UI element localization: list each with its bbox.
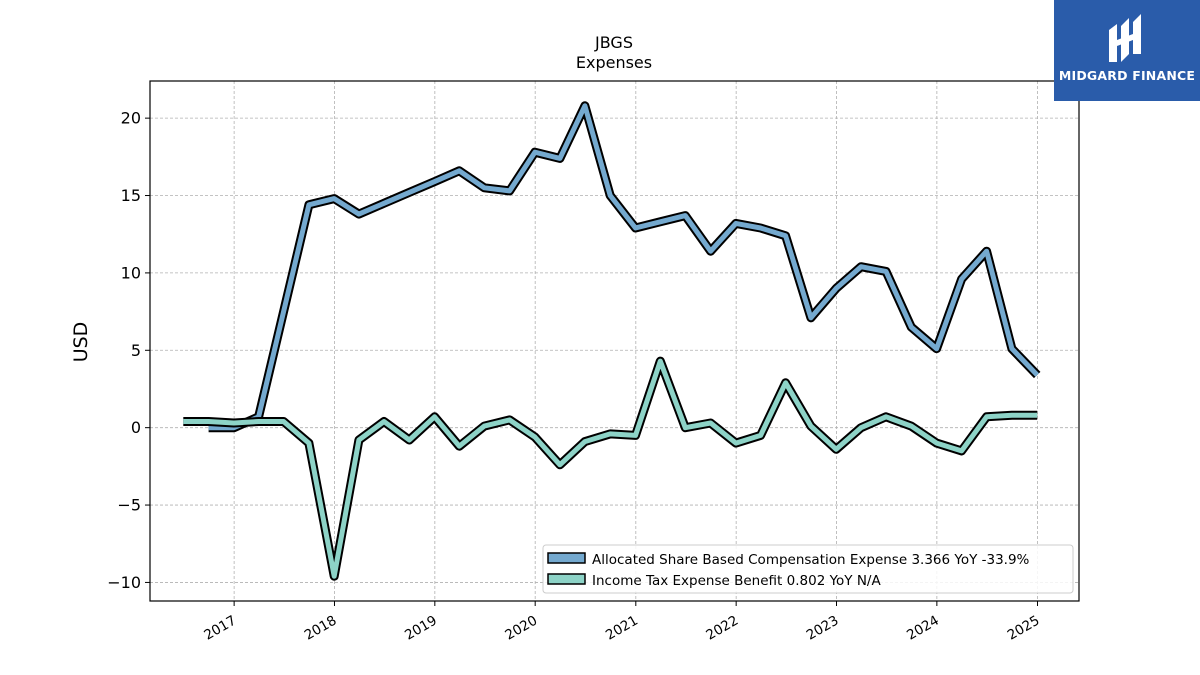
brand-logo: MIDGARD FINANCE [1054, 0, 1200, 101]
series-1-outline [208, 101, 1041, 433]
x-tick-label: 2023 [804, 613, 842, 644]
y-tick-label: 10 [121, 263, 141, 282]
x-tick-label: 2020 [502, 613, 540, 644]
y-tick-label: −10 [107, 573, 141, 592]
series-1-line [208, 103, 1040, 431]
y-axis-label: USD [70, 322, 92, 363]
series-2-line [183, 358, 1038, 579]
y-tick-label: 15 [121, 186, 141, 205]
x-tick-label: 2021 [603, 613, 641, 644]
y-tick-label: 5 [131, 341, 141, 360]
legend-box [542, 544, 1074, 594]
y-tick-label: −5 [117, 496, 141, 515]
legend-swatch-1 [547, 552, 586, 564]
y-tick-label: 0 [131, 418, 141, 437]
y-axis: −10 −5 0 5 10 15 20 [107, 109, 150, 592]
x-tick-label: 2017 [201, 613, 239, 644]
x-tick-label: 2025 [1005, 613, 1043, 644]
x-tick-label: 2018 [302, 613, 340, 644]
x-tick-label: 2024 [904, 613, 942, 644]
x-axis: 2017 2018 2019 2020 2021 2022 2023 2024 2025 [201, 601, 1042, 644]
x-tick-label: 2022 [703, 613, 741, 644]
brand-name: MIDGARD FINANCE [1058, 68, 1196, 83]
legend-swatch-2 [547, 573, 586, 585]
legend-label-1: Allocated Share Based Compensation Expen… [592, 552, 1030, 568]
y-tick-label: 20 [121, 109, 141, 128]
x-tick-label: 2019 [402, 613, 440, 644]
brand-emblem-icon [1109, 14, 1141, 62]
series-layer [183, 101, 1041, 581]
plot-frame [149, 80, 1080, 602]
chart-subtitle: Expenses [576, 53, 652, 72]
legend-label-2: Income Tax Expense Benefit 0.802 YoY N/A [592, 573, 881, 589]
chart-title: JBGS [594, 33, 633, 52]
legend: Allocated Share Based Compensation Expen… [542, 544, 1074, 594]
